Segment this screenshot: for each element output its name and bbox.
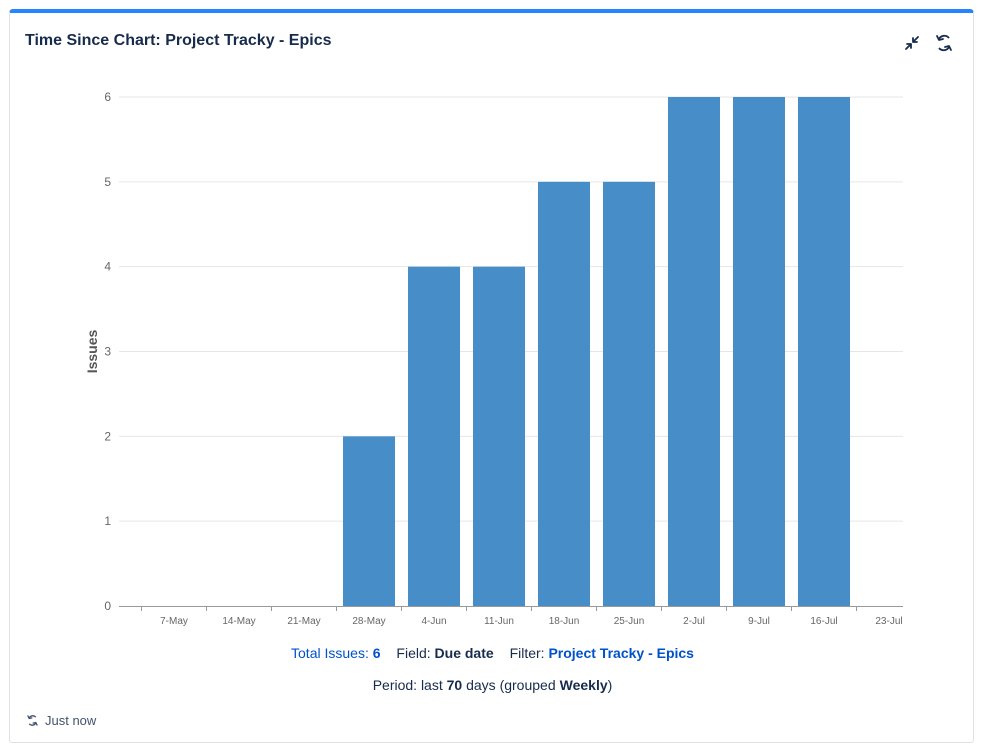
x-tick-label: 18-Jun <box>549 616 580 627</box>
time-since-chart-gadget: Time Since Chart: Project Tracky - Epics… <box>9 9 974 743</box>
x-tick-label: 25-Jun <box>614 616 645 627</box>
total-issues-link[interactable]: Total Issues: 6 <box>291 645 384 661</box>
refresh-icon[interactable] <box>932 31 956 55</box>
y-tick-label: 4 <box>104 260 111 274</box>
y-tick-label: 1 <box>104 514 111 528</box>
y-tick-label: 2 <box>104 429 111 443</box>
bar-28-May <box>343 436 395 606</box>
x-tick-label: 21-May <box>287 616 320 627</box>
bar-9-Jul <box>733 97 785 606</box>
filter-label: Filter: <box>509 645 545 661</box>
x-tick-label: 11-Jun <box>484 616 514 627</box>
x-tick-label: 9-Jul <box>748 616 770 627</box>
field-value: Due date <box>434 645 494 661</box>
last-refreshed[interactable]: Just now <box>26 713 96 728</box>
x-tick-label: 28-May <box>352 616 385 627</box>
y-tick-label: 3 <box>104 345 111 359</box>
refresh-small-icon <box>26 714 39 727</box>
last-refreshed-text: Just now <box>45 713 97 728</box>
period-line: Period: last 70 days (grouped Weekly) <box>10 677 975 693</box>
y-tick-label: 6 <box>104 90 111 104</box>
gadget-title: Time Since Chart: Project Tracky - Epics <box>25 32 332 49</box>
bar-18-Jun <box>538 181 590 607</box>
bar-2-Jul <box>668 97 720 606</box>
bar-chart: 0 1 2 3 4 5 6 7-May 14-May 21-May 28-May 4-Jun 11-Ju… <box>84 90 903 627</box>
period-grouping: Weekly <box>559 677 608 693</box>
bar-16-Jul <box>798 97 850 606</box>
minimize-icon[interactable] <box>900 31 924 55</box>
x-tick-label: 14-May <box>222 616 255 627</box>
total-issues-value: 6 <box>372 645 381 661</box>
period-middle: days (grouped <box>466 677 556 693</box>
x-tick-label: 4-Jun <box>421 616 446 627</box>
y-tick-label: 0 <box>104 599 111 613</box>
filter-link[interactable]: Project Tracky - Epics <box>548 645 694 661</box>
y-axis-label: Issues <box>84 329 100 373</box>
bar-25-Jun <box>603 181 655 607</box>
total-issues-label: Total Issues: <box>291 645 369 661</box>
period-suffix: ) <box>607 677 613 693</box>
chart-summary: Total Issues: 6 Field: Due date Filter: … <box>10 645 975 661</box>
bar-11-Jun <box>473 266 525 606</box>
field-label: Field: <box>396 645 431 661</box>
x-tick-label: 2-Jul <box>683 616 705 627</box>
period-days: 70 <box>446 677 463 693</box>
x-tick-label: 23-Jul <box>875 616 902 627</box>
x-tick-label: 7-May <box>160 616 188 627</box>
bar-4-Jun <box>408 266 460 606</box>
period-prefix: Period: last <box>372 677 443 693</box>
x-tick-label: 16-Jul <box>810 616 837 627</box>
y-tick-label: 5 <box>104 175 111 189</box>
